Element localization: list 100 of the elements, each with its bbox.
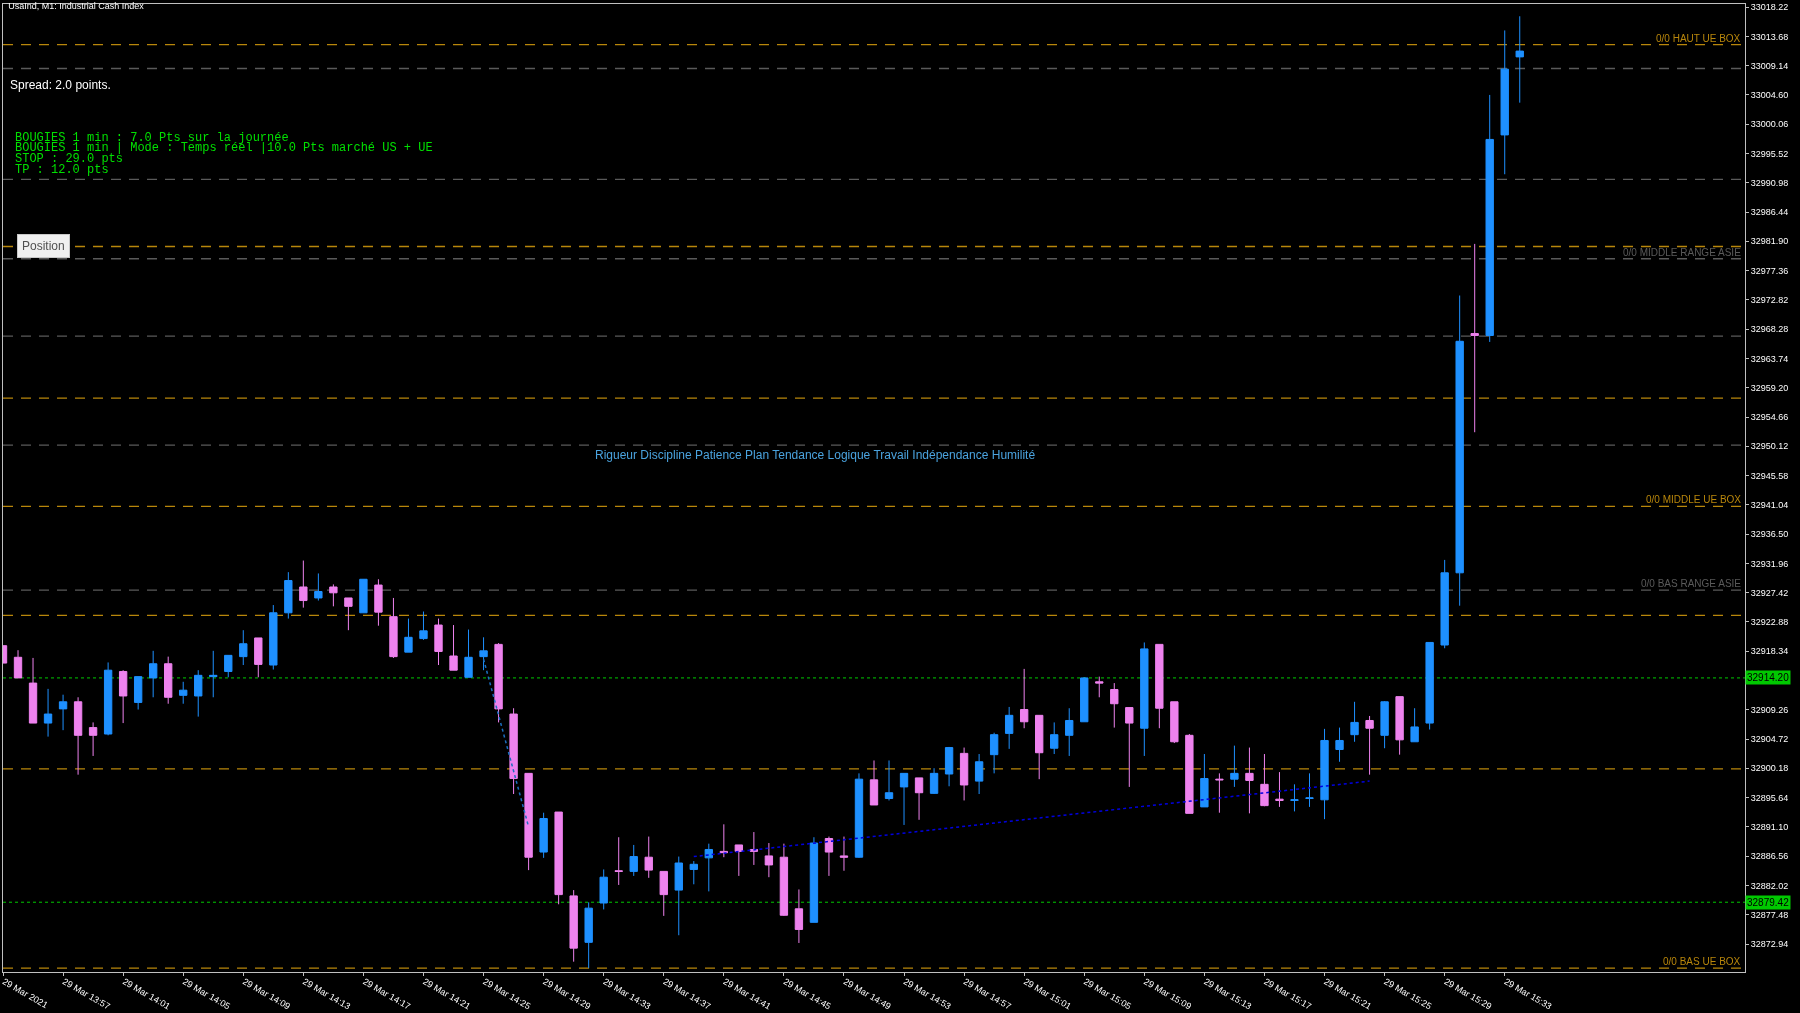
y-tick-label: 32872.94 bbox=[1750, 939, 1789, 950]
candlestick bbox=[869, 759, 879, 806]
candlestick bbox=[224, 654, 233, 678]
candlestick bbox=[809, 836, 819, 923]
candlestick bbox=[1425, 641, 1434, 731]
candlestick bbox=[1500, 29, 1509, 175]
candlestick bbox=[524, 772, 533, 871]
y-tick-label: 32945.58 bbox=[1750, 470, 1789, 481]
y-tick-label: 32986.44 bbox=[1750, 207, 1789, 218]
candlestick bbox=[884, 759, 894, 801]
y-tick-label: 32936.50 bbox=[1750, 529, 1789, 540]
candlestick bbox=[449, 624, 458, 671]
y-tick-label: 32959.20 bbox=[1750, 382, 1789, 393]
candlestick bbox=[569, 889, 578, 963]
candlestick bbox=[299, 560, 308, 609]
y-tick-label: 32972.82 bbox=[1750, 295, 1789, 306]
y-tick-label: 33009.14 bbox=[1750, 60, 1789, 71]
candlestick bbox=[1200, 753, 1209, 808]
candlestick bbox=[1125, 707, 1134, 788]
candlestick bbox=[329, 583, 338, 607]
candlestick bbox=[674, 856, 683, 936]
y-tick-label: 32891.10 bbox=[1750, 822, 1789, 833]
candlestick bbox=[1185, 733, 1194, 814]
candlestick bbox=[839, 836, 849, 872]
candlestick bbox=[584, 901, 593, 969]
candlestick bbox=[1305, 772, 1314, 808]
candlestick bbox=[389, 597, 398, 659]
x-tick-label: 29 Mar 14:33 bbox=[601, 976, 653, 1012]
candlestick bbox=[164, 656, 173, 705]
candlestick bbox=[629, 844, 638, 877]
candlestick bbox=[854, 772, 864, 859]
candlestick bbox=[1350, 701, 1359, 743]
ref-line-label: 32914.20 bbox=[1747, 672, 1790, 683]
candlestick bbox=[599, 868, 608, 910]
x-tick-label: 29 Mar 15:09 bbox=[1142, 976, 1193, 1012]
candlestick bbox=[494, 642, 503, 723]
candlestick bbox=[88, 721, 98, 757]
candlestick bbox=[1170, 701, 1179, 744]
x-tick-label: 29 Mar 14:53 bbox=[901, 976, 953, 1012]
ref-line-label: 0/0 MIDDLE UE BOX bbox=[1646, 494, 1742, 505]
x-tick-label: 29 Mar 15:05 bbox=[1081, 976, 1133, 1012]
candlestick bbox=[404, 618, 413, 653]
candlestick bbox=[73, 696, 83, 776]
candlestick bbox=[464, 629, 473, 678]
x-tick-label: 29 Mar 15:33 bbox=[1502, 976, 1554, 1012]
ref-line-label: 0/0 BAS RANGE ASIE bbox=[1641, 578, 1742, 589]
candlestick bbox=[779, 843, 789, 917]
x-tick-label: 29 Mar 2021 bbox=[0, 976, 50, 1011]
candlestick bbox=[314, 572, 323, 602]
x-tick-label: 29 Mar 13:57 bbox=[60, 976, 112, 1012]
y-tick-label: 32963.74 bbox=[1750, 353, 1789, 364]
y-tick-label: 32909.26 bbox=[1750, 704, 1789, 715]
y-tick-label: 32990.98 bbox=[1750, 177, 1789, 188]
x-tick-label: 29 Mar 14:57 bbox=[961, 976, 1013, 1012]
candlestick bbox=[1455, 295, 1464, 607]
candlestick bbox=[103, 661, 113, 736]
candlestick bbox=[209, 650, 218, 698]
x-tick-label: 29 Mar 14:05 bbox=[180, 976, 232, 1012]
candlestick bbox=[1410, 707, 1419, 743]
candlestick bbox=[734, 844, 744, 877]
annotation: Spread: 2.0 points. bbox=[10, 78, 111, 92]
candlestick bbox=[1004, 706, 1014, 750]
candlestick bbox=[1065, 707, 1074, 757]
candlestick bbox=[1380, 700, 1389, 749]
y-tick-label: 32886.56 bbox=[1750, 851, 1789, 862]
ref-line-label: 0/0 MIDDLE RANGE ASIE bbox=[1623, 247, 1742, 258]
x-tick-label: 29 Mar 14:25 bbox=[481, 976, 533, 1012]
y-tick-label: 32977.36 bbox=[1750, 265, 1789, 276]
x-tick-label: 29 Mar 15:29 bbox=[1442, 976, 1494, 1012]
y-tick-label: 32922.88 bbox=[1750, 617, 1789, 628]
candlestick bbox=[239, 629, 248, 666]
y-tick-label: 32981.90 bbox=[1750, 236, 1789, 247]
candlestick bbox=[614, 836, 623, 886]
candlestick bbox=[764, 842, 774, 878]
candlestick bbox=[554, 811, 563, 905]
candlestick bbox=[899, 772, 909, 826]
candlestick bbox=[824, 836, 834, 877]
candlestick bbox=[1335, 727, 1344, 763]
y-tick-label: 32931.96 bbox=[1750, 558, 1789, 569]
candlestick bbox=[58, 694, 68, 731]
ref-line-label: 0/0 BAS UE BOX bbox=[1663, 956, 1741, 967]
candlestick bbox=[148, 650, 158, 698]
candlestick bbox=[269, 604, 278, 671]
ref-line-label: 32879.42 bbox=[1747, 897, 1790, 908]
annotation: Rigueur Discipline Patience Plan Tendance Logique Travail Indépendance Humilité bbox=[595, 448, 1036, 462]
candlestick bbox=[794, 888, 804, 944]
candlestick bbox=[659, 870, 668, 917]
y-tick-label: 32918.34 bbox=[1750, 646, 1789, 657]
candlestick bbox=[1470, 243, 1479, 433]
candlestick bbox=[959, 747, 969, 801]
y-tick-label: 32950.12 bbox=[1750, 441, 1789, 452]
x-tick-label: 29 Mar 15:25 bbox=[1382, 976, 1434, 1012]
candlestick bbox=[1110, 682, 1119, 729]
chart-title: UsaInd, M1: Industrial Cash Index bbox=[8, 1, 145, 12]
candlestick bbox=[1395, 696, 1404, 756]
candlestick bbox=[1050, 721, 1059, 755]
candlestick bbox=[1440, 559, 1449, 649]
candlestick bbox=[1215, 772, 1224, 814]
ref-line-label: 0/0 HAUT UE BOX bbox=[1656, 33, 1741, 44]
candlestick bbox=[1035, 714, 1044, 780]
